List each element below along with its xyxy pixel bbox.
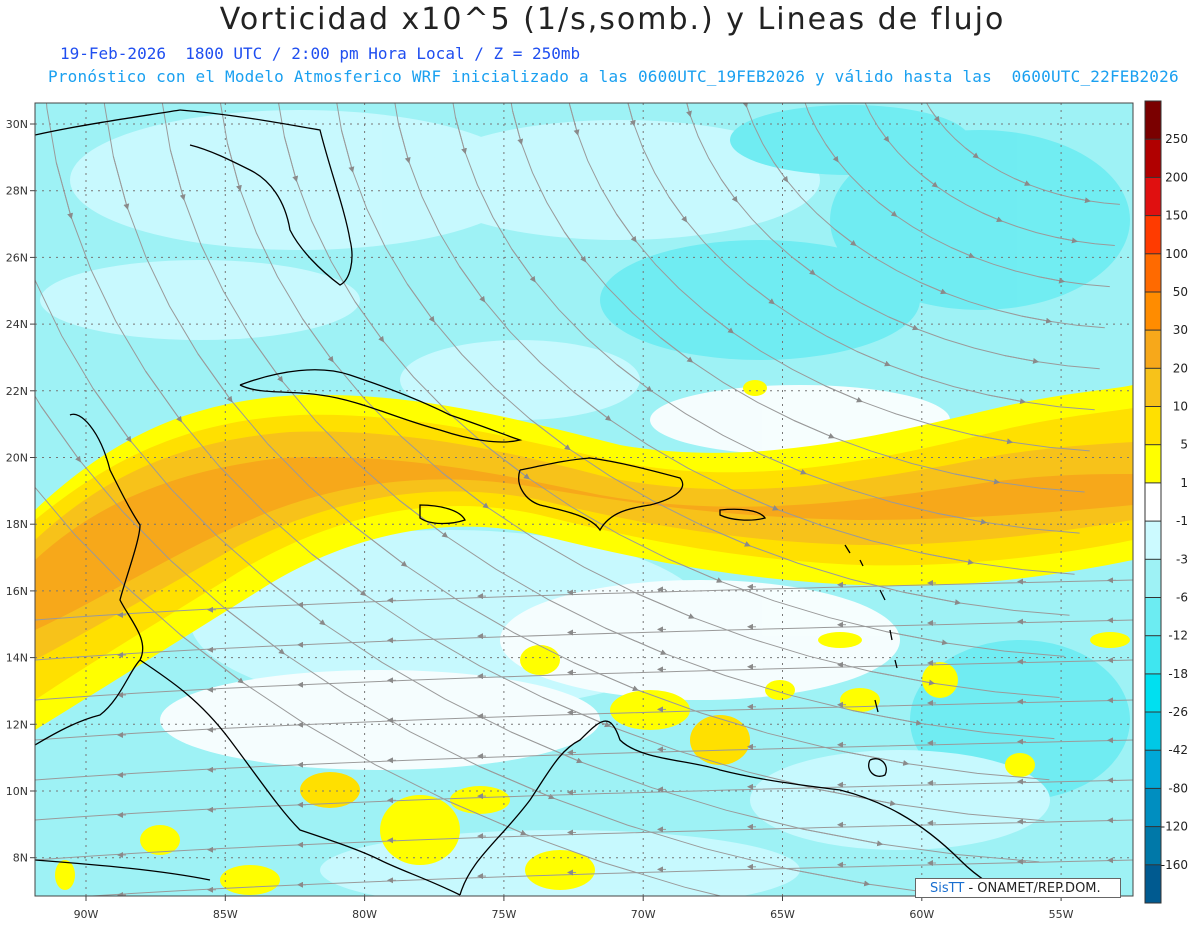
lon-label: 80W <box>352 908 377 921</box>
colorbar-label: 250 <box>1165 132 1188 146</box>
map-plot-area <box>35 103 1133 896</box>
colorbar-swatch <box>1145 826 1161 866</box>
colorbar-label: -12 <box>1168 629 1188 643</box>
colorbar-swatch <box>1145 253 1161 293</box>
colorbar-label: 5 <box>1180 438 1188 452</box>
lon-label: 60W <box>909 908 934 921</box>
lat-label: 28N <box>6 185 28 198</box>
colorbar-label: 10 <box>1173 400 1188 414</box>
colorbar-swatch <box>1145 635 1161 675</box>
forecast-time-subtitle: 19-Feb-2026 1800 UTC / 2:00 pm Hora Loca… <box>60 44 581 63</box>
lon-label: 75W <box>491 908 516 921</box>
colorbar-swatch <box>1145 177 1161 217</box>
vorticity-map: 90W 85W 80W 75W 70W 65W 60W 55W 30N 28N 26N 24N 22N 2… <box>6 100 1188 921</box>
colorbar-label: 50 <box>1173 285 1188 299</box>
colorbar-label: -120 <box>1161 820 1188 834</box>
colorbar-swatch <box>1145 368 1161 408</box>
lat-label: 18N <box>6 518 28 531</box>
lon-label: 55W <box>1049 908 1074 921</box>
colorbar-swatch <box>1145 788 1161 828</box>
lon-label: 65W <box>770 908 795 921</box>
colorbar-swatch <box>1145 559 1161 598</box>
lat-label: 24N <box>6 318 28 331</box>
colorbar-label: 1 <box>1180 476 1188 490</box>
lat-label: 20N <box>6 452 28 465</box>
streamline <box>84 859 1133 896</box>
lat-label: 8N <box>13 852 28 865</box>
streamline <box>452 103 1080 534</box>
streamline <box>35 699 1133 741</box>
streamline <box>35 739 1133 781</box>
plot-frame <box>34 102 1134 897</box>
colorbar-label: 20 <box>1173 361 1188 375</box>
lat-label: 30N <box>6 118 28 131</box>
colorbar-swatch <box>1145 444 1161 484</box>
colorbar-label: -6 <box>1176 591 1188 605</box>
lat-label: 16N <box>6 585 28 598</box>
colorbar-label: -1 <box>1176 514 1188 528</box>
lat-label: 10N <box>6 785 28 798</box>
vorticity-field-negative <box>40 105 1130 896</box>
credit-text: - ONAMET/REP.DOM. <box>968 881 1101 896</box>
coastlines <box>35 109 1011 896</box>
colorbar-swatch <box>1145 673 1161 713</box>
colorbar-swatch <box>1145 864 1161 904</box>
chart-title: Vorticidad x10^5 (1/s,somb.) y Lineas de… <box>219 2 1006 37</box>
streamline <box>35 779 1133 821</box>
credit-box: SisTT - ONAMET/REP.DOM. <box>915 878 1121 898</box>
colorbar-swatch <box>1145 101 1161 140</box>
colorbar-swatch <box>1145 330 1161 369</box>
streamline <box>35 486 723 896</box>
colorbar: 250 200 150 100 50 30 20 10 5 1 -1 -3 -6 -12 -18 -26 -42… <box>1144 100 1188 904</box>
lat-label: 14N <box>6 652 28 665</box>
model-run-subtitle: Pronóstico con el Modelo Atmosferico WRF… <box>48 67 1179 86</box>
colorbar-swatch <box>1145 482 1161 522</box>
axis-labels: 90W 85W 80W 75W 70W 65W 60W 55W 30N 28N 26N 24N 22N 2… <box>6 118 1074 921</box>
colorbar-label: 100 <box>1165 247 1188 261</box>
streamline <box>35 819 1133 861</box>
lat-label: 12N <box>6 718 28 731</box>
colorbar-label: -26 <box>1168 705 1188 719</box>
colorbar-label: 150 <box>1165 209 1188 223</box>
colorbar-label: 200 <box>1165 170 1188 184</box>
streamline <box>35 579 1133 621</box>
lat-label: 22N <box>6 385 28 398</box>
colorbar-label: -42 <box>1168 743 1188 757</box>
streamlines <box>35 103 1133 896</box>
lon-label: 90W <box>74 908 99 921</box>
colorbar-swatch <box>1145 406 1161 446</box>
colorbar-label: 30 <box>1173 323 1188 337</box>
colorbar-label: -18 <box>1168 667 1188 681</box>
lon-label: 70W <box>631 908 656 921</box>
streamline <box>35 619 1133 661</box>
colorbar-swatch <box>1145 291 1161 331</box>
colorbar-swatch <box>1145 597 1161 637</box>
streamline <box>35 659 1133 701</box>
sistt-logo: SisTT <box>930 881 965 896</box>
colorbar-label: -160 <box>1161 858 1188 872</box>
colorbar-swatch <box>1145 521 1161 560</box>
lon-label: 85W <box>213 908 238 921</box>
colorbar-swatch <box>1145 712 1161 751</box>
colorbar-swatch <box>1145 215 1161 255</box>
lat-label: 26N <box>6 251 28 264</box>
colorbar-swatch <box>1145 750 1161 789</box>
colorbar-label: -3 <box>1176 552 1188 566</box>
colorbar-swatch <box>1145 139 1161 178</box>
vorticity-field-positive <box>35 380 1133 895</box>
colorbar-label: -80 <box>1168 781 1188 795</box>
